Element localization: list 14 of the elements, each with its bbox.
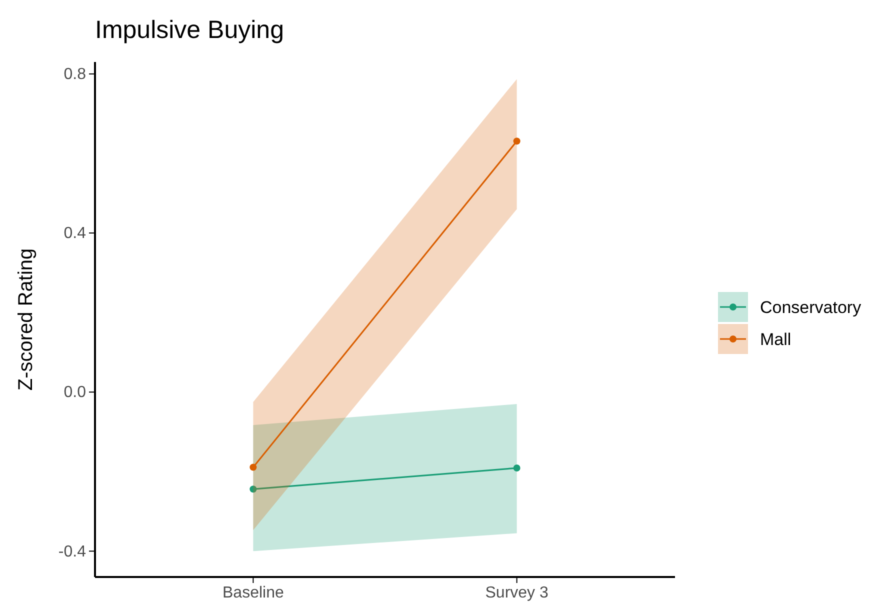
y-tick-label: 0.0 [64, 384, 86, 402]
point [250, 464, 257, 471]
legend-label: Conservatory [760, 298, 862, 317]
point [250, 486, 257, 493]
point [513, 464, 520, 472]
x-tick-label: Baseline [222, 584, 284, 602]
y-tick-label: -0.4 [58, 543, 86, 560]
x-tick-label: Survey 3 [485, 584, 548, 602]
y-tick-label: 0.4 [64, 225, 86, 242]
chart-title: Impulsive Buying [95, 16, 284, 44]
legend-label: Mall [760, 330, 792, 349]
y-axis-title: Z-scored Rating [15, 248, 37, 391]
point [513, 138, 520, 145]
y-tick-label: 0.8 [64, 66, 86, 84]
